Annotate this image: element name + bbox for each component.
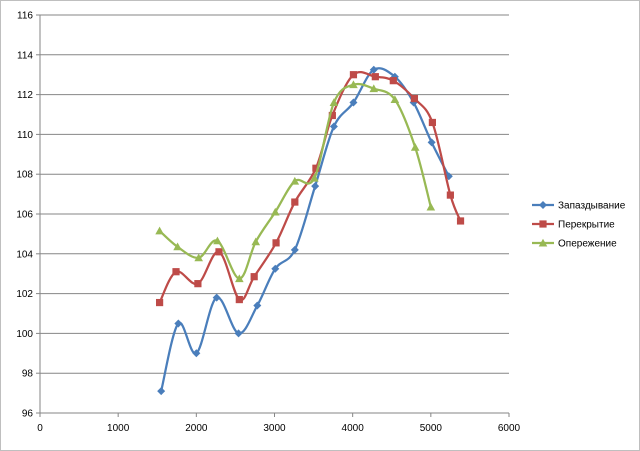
data-point: [369, 84, 379, 93]
data-point: [251, 237, 261, 246]
data-point: [174, 319, 183, 328]
y-tick-label: 100: [16, 329, 33, 340]
data-point: [194, 280, 202, 288]
y-tick-label: 104: [16, 249, 33, 260]
x-tick-label: 5000: [420, 423, 443, 434]
y-tick-label: 106: [16, 210, 33, 221]
y-tick-label: 116: [17, 11, 33, 22]
data-point: [349, 71, 358, 79]
data-point: [272, 239, 280, 247]
legend-entry-1: Запаздывание: [532, 201, 626, 212]
data-point: [328, 111, 336, 120]
data-point: [456, 217, 465, 225]
series-layer: [155, 65, 465, 396]
data-point: [192, 349, 201, 358]
x-tick-label: 6000: [498, 423, 521, 434]
data-point: [290, 176, 300, 185]
y-tick-label: 96: [22, 409, 34, 420]
legend-marker: [539, 220, 547, 228]
legend-label: Опережение: [558, 239, 617, 250]
series-3: [155, 80, 436, 283]
y-tick-label: 114: [17, 50, 33, 61]
legend-label: Запаздывание: [558, 201, 626, 212]
y-tick-label: 112: [17, 90, 33, 101]
data-point: [212, 293, 221, 302]
data-point: [390, 95, 400, 104]
series-line-1: [160, 67, 450, 392]
series-1: [157, 65, 453, 396]
data-point: [446, 191, 454, 199]
legend-label: Перекрытие: [558, 220, 615, 231]
data-point: [389, 77, 397, 85]
data-point: [349, 98, 358, 107]
data-point: [410, 143, 420, 151]
legend-entry-2: Перекрытие: [532, 220, 615, 231]
y-tick-label: 98: [22, 369, 34, 380]
y-tick-label: 110: [17, 130, 33, 141]
data-point: [155, 226, 164, 235]
x-tick-label: 0: [37, 423, 43, 434]
data-point: [173, 242, 182, 251]
x-tick-label: 2000: [185, 423, 208, 434]
data-point: [428, 118, 436, 127]
chart-legend: Запаздывание Перекрытие Опережение: [532, 201, 626, 250]
data-point: [329, 122, 338, 131]
data-point: [427, 138, 436, 147]
data-point: [312, 164, 320, 172]
data-point: [235, 274, 244, 283]
data-point: [253, 301, 262, 310]
data-point: [271, 264, 280, 273]
data-point: [290, 245, 299, 254]
data-point: [310, 173, 319, 182]
data-point: [410, 94, 419, 103]
y-tick-label: 108: [16, 170, 33, 181]
data-point: [329, 98, 339, 106]
data-point: [369, 65, 378, 74]
data-point: [213, 236, 222, 245]
x-tick-label: 1000: [107, 423, 130, 434]
legend-entry-3: Опережение: [532, 239, 617, 250]
data-point: [155, 298, 164, 307]
y-tick-label: 102: [16, 289, 33, 300]
data-point: [426, 202, 436, 211]
data-point: [172, 268, 180, 276]
legend-marker: [539, 201, 547, 209]
data-point: [250, 273, 258, 281]
data-point: [235, 295, 243, 304]
axes-layer: 96 98 100 102 104 106 108 110 112 114 116 0 1000 2000…: [16, 11, 520, 435]
data-point: [215, 248, 223, 256]
data-point: [234, 329, 243, 338]
data-point: [194, 253, 203, 262]
data-point: [157, 387, 166, 396]
data-point: [371, 73, 379, 81]
data-point: [291, 198, 299, 206]
legend-marker: [538, 238, 548, 247]
x-tick-label: 4000: [342, 423, 365, 434]
x-tick-label: 3000: [263, 423, 286, 434]
series-2: [155, 71, 465, 307]
data-point: [349, 80, 358, 89]
data-point: [270, 207, 280, 216]
data-point: [311, 182, 320, 191]
